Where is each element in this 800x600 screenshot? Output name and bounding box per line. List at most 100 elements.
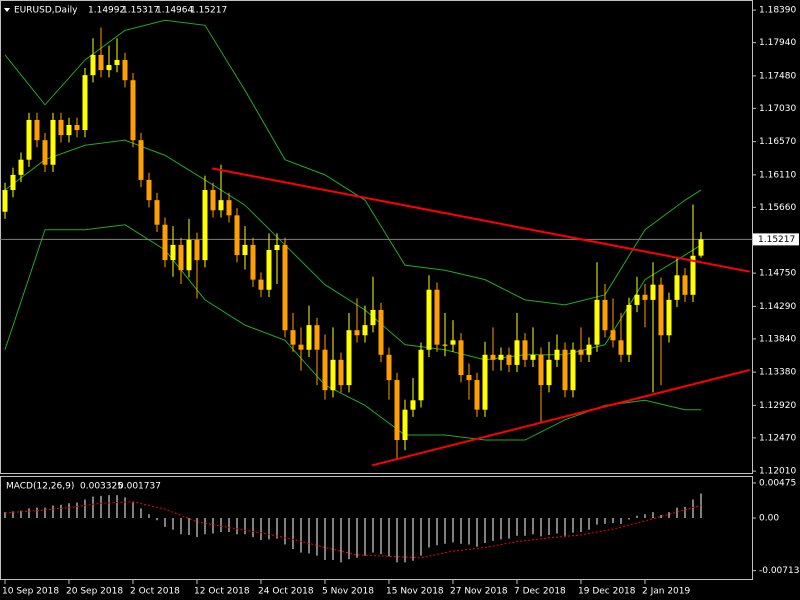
- y-tick-label: 1.16570: [759, 137, 796, 147]
- y-tick-label: 1.16110: [759, 170, 796, 180]
- candle-body: [130, 80, 136, 141]
- candle-body: [18, 159, 24, 175]
- candle-body: [370, 309, 376, 326]
- candle-body: [626, 304, 632, 355]
- candle-body: [578, 349, 584, 355]
- candle-body: [594, 299, 600, 345]
- bollinger-lower: [4, 224, 701, 441]
- candle-body: [442, 344, 448, 346]
- candle-body: [658, 284, 664, 336]
- macd-y-tick-label: 0.00: [759, 513, 779, 523]
- candle-body: [322, 349, 328, 391]
- candle-body: [58, 119, 64, 136]
- chart-title: EURUSD,Daily: [14, 6, 78, 16]
- candle-body: [466, 375, 472, 381]
- candle-body: [210, 190, 216, 211]
- candle-body: [682, 275, 688, 295]
- candle-body: [522, 340, 528, 360]
- candle-body: [282, 244, 288, 331]
- candle-body: [450, 340, 456, 345]
- y-tick-label: 1.12920: [759, 401, 796, 411]
- candle-body: [618, 340, 624, 355]
- candle-body: [546, 359, 552, 386]
- signal-value: 0.001737: [118, 482, 161, 492]
- candle-body: [514, 340, 520, 365]
- candle-body: [410, 400, 416, 410]
- y-tick-label: 1.15660: [759, 203, 796, 213]
- x-tick-label: 7 Dec 2018: [514, 587, 566, 597]
- candle-body: [170, 244, 176, 261]
- candle-body: [402, 409, 408, 441]
- candle-body: [634, 294, 640, 305]
- candle-body: [194, 239, 200, 261]
- macd-value: 0.003325: [80, 482, 123, 492]
- candle-body: [226, 200, 232, 216]
- y-tick-label: 1.12470: [759, 433, 796, 443]
- header-close: 1.15217: [190, 6, 227, 16]
- x-tick-label: 24 Oct 2018: [258, 587, 314, 597]
- x-tick-label: 19 Dec 2018: [578, 587, 636, 597]
- candle-body: [426, 289, 432, 350]
- y-tick-label: 1.17030: [759, 104, 796, 114]
- macd-y-tick-label: -0.007134: [759, 566, 800, 576]
- candle-body: [690, 255, 696, 295]
- candle-body: [554, 349, 560, 360]
- candle-body: [98, 54, 104, 71]
- candle-body: [66, 125, 72, 136]
- candle-body: [506, 354, 512, 365]
- candle-body: [82, 75, 88, 131]
- candle-body: [122, 59, 128, 81]
- candle-body: [666, 299, 672, 336]
- candle-body: [26, 119, 32, 160]
- candle-body: [162, 224, 168, 261]
- candle-body: [2, 190, 8, 212]
- trendline: [371, 368, 751, 467]
- macd-panel-frame: [0, 476, 753, 580]
- candle-body: [434, 289, 440, 345]
- candle-body: [314, 325, 320, 350]
- y-tick-label: 1.18390: [759, 6, 796, 16]
- candle-body: [378, 309, 384, 355]
- candle-body: [698, 239, 704, 256]
- y-tick-label: 1.17940: [759, 38, 796, 48]
- candle-body: [354, 330, 360, 336]
- y-tick-label: 1.13840: [759, 334, 796, 344]
- candle-body: [258, 279, 264, 290]
- candle-body: [202, 190, 208, 261]
- y-tick-label: 1.13380: [759, 368, 796, 378]
- candle-body: [242, 244, 248, 256]
- candle-body: [498, 354, 504, 360]
- candle-body: [274, 244, 280, 251]
- y-tick-label: 1.14750: [759, 269, 796, 279]
- candle-body: [346, 330, 352, 386]
- candle-body: [218, 200, 224, 211]
- candle-body: [298, 344, 304, 350]
- x-tick-label: 27 Nov 2018: [450, 587, 508, 597]
- x-tick-label: 5 Nov 2018: [322, 587, 374, 597]
- candle-body: [610, 330, 616, 341]
- candle-body: [562, 349, 568, 391]
- y-tick-label: 1.12010: [759, 467, 796, 477]
- candle-body: [114, 59, 120, 66]
- candle-body: [42, 140, 48, 165]
- candle-body: [266, 250, 272, 290]
- x-tick-label: 15 Nov 2018: [386, 587, 444, 597]
- x-tick-label: 12 Oct 2018: [194, 587, 250, 597]
- x-tick-label: 2 Oct 2018: [130, 587, 180, 597]
- trendline: [212, 167, 750, 273]
- candle-body: [10, 174, 16, 191]
- candle-body: [50, 119, 56, 165]
- candle-body: [538, 354, 544, 386]
- menu-arrow[interactable]: [4, 8, 10, 12]
- candle-body: [482, 354, 488, 410]
- macd-signal: [4, 501, 702, 559]
- price-label: 1.15217: [758, 235, 795, 245]
- y-tick-label: 1.14290: [759, 302, 796, 312]
- candle-body: [250, 244, 256, 280]
- candle-body: [178, 244, 184, 271]
- candle-body: [418, 349, 424, 401]
- candle-body: [138, 140, 144, 180]
